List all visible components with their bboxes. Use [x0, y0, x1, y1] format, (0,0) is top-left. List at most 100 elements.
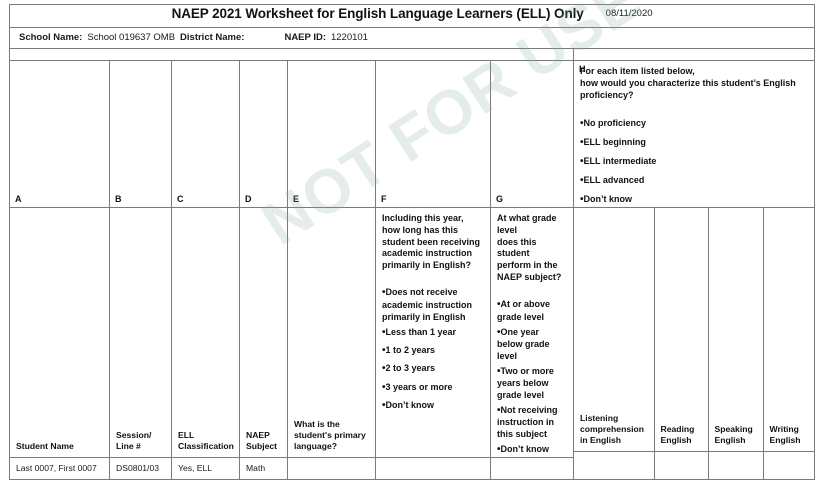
bullet-icon: •: [382, 287, 386, 299]
f-option[interactable]: •Does not receive academic instruction p…: [382, 287, 473, 322]
subcolumn-reading-value-cell[interactable]: [653, 450, 709, 479]
g-option[interactable]: •Not receiving instruction in this subje…: [497, 405, 558, 440]
spacer-cell-h: [572, 48, 816, 61]
naep-subject-value: Math: [246, 462, 266, 473]
cell-ell-classification[interactable]: Yes, ELL: [171, 456, 240, 480]
school-info-row: School Name: School 019637 OMB District Na…: [8, 27, 816, 49]
h-option[interactable]: •ELL beginning: [580, 136, 646, 148]
school-info-line: School Name: School 019637 OMB District Na…: [10, 28, 814, 43]
column-g-question-cell: At what grade level does this student pe…: [490, 206, 574, 458]
bullet-icon: •: [497, 405, 501, 417]
f-option[interactable]: •3 years or more: [382, 381, 453, 393]
worksheet-sheet: NAEP 2021 Worksheet for English Language…: [8, 4, 816, 480]
question-row: Student Name Session/ Line # ELL Classif…: [9, 206, 816, 480]
column-letter-f: F: [381, 193, 387, 204]
column-b-heading: Session/ Line #: [116, 430, 152, 452]
district-name-label: District Name:: [180, 32, 245, 43]
column-c-heading: ELL Classification: [178, 430, 234, 452]
subcolumn-reading-value: [655, 452, 708, 457]
h-subcolumn-group-cell: Listening comprehension in English Readi…: [572, 206, 816, 480]
column-letter-c: C: [177, 193, 184, 204]
subcolumn-listening-heading-cell: Listening comprehension in English: [574, 207, 655, 452]
subcolumn-writing-heading-cell: Writing English: [762, 207, 815, 452]
g-option[interactable]: •Don’t know: [497, 444, 550, 456]
column-letter-h: H: [579, 64, 586, 74]
column-letter-b: B: [115, 193, 122, 204]
subcolumn-listening-value-cell[interactable]: [574, 450, 655, 479]
cell-grade-level[interactable]: [490, 456, 574, 480]
f-option[interactable]: •1 to 2 years: [382, 344, 436, 356]
subcolumn-reading-heading-cell: Reading English: [653, 207, 709, 452]
column-e-heading-cell: What is the student's primary language?: [287, 206, 376, 458]
spacer-cell-left: [9, 48, 574, 61]
h-prompt-line3: proficiency?: [580, 89, 634, 100]
student-name-value: Last 0007, First 0007: [16, 462, 97, 473]
header-date: 08/11/2020: [605, 8, 653, 20]
bullet-icon: •: [497, 365, 501, 377]
column-h-prompt-cell: For each item listed below, how would yo…: [572, 60, 816, 208]
f-option[interactable]: •Less than 1 year: [382, 326, 457, 338]
bullet-icon: •: [382, 399, 386, 411]
column-letter-e: E: [293, 193, 300, 204]
column-d-heading-cell: NAEP Subject: [239, 206, 288, 458]
cell-instruction-duration[interactable]: [375, 456, 491, 480]
h-subcolumn-table: Listening comprehension in English Readi…: [574, 207, 816, 479]
cell-session-line[interactable]: DS0801/03: [109, 456, 172, 480]
h-option[interactable]: •ELL intermediate: [580, 156, 657, 167]
school-name-value: School 019637 OMB: [87, 32, 176, 43]
spacer-row: [9, 48, 816, 61]
cell-primary-language[interactable]: [287, 456, 376, 480]
h-subcolumn-heading-row: Listening comprehension in English Readi…: [574, 207, 815, 452]
bullet-icon: •: [382, 381, 386, 393]
subcolumn-speaking-value-cell[interactable]: [707, 450, 764, 479]
h-prompt-block: For each item listed below, how would yo…: [574, 61, 814, 207]
column-d-letter-cell: D: [239, 60, 288, 208]
g-option[interactable]: •One year below grade level: [497, 326, 550, 361]
naep-id-value: 1220101: [330, 32, 368, 43]
cell-naep-subject[interactable]: Math: [239, 456, 288, 480]
school-info-cell: School Name: School 019637 OMB District Na…: [8, 27, 816, 49]
subcolumn-speaking-heading-cell: Speaking English: [707, 207, 764, 452]
column-a-heading-cell: Student Name: [9, 206, 110, 458]
column-g-letter-cell: G: [490, 60, 574, 208]
column-e-letter-cell: E: [287, 60, 376, 208]
title-row: NAEP 2021 Worksheet for English Language…: [8, 4, 816, 28]
column-a-heading: Student Name: [16, 441, 74, 452]
subcolumn-writing-value: [764, 452, 816, 457]
h-option[interactable]: •ELL advanced: [580, 175, 645, 187]
column-e-heading: What is the student's primary language?: [294, 419, 366, 452]
f-option[interactable]: •2 to 3 years: [382, 363, 436, 375]
g-option[interactable]: •Two or more years below grade level: [497, 365, 554, 401]
subcolumn-listening-value: [574, 452, 654, 457]
column-letter-a: A: [15, 193, 22, 204]
h-option[interactable]: •No proficiency: [580, 117, 647, 129]
f-option[interactable]: •Don’t know: [382, 399, 435, 411]
bullet-icon: •: [382, 363, 386, 375]
g-option[interactable]: •At or above grade level: [497, 299, 551, 322]
title-cell: NAEP 2021 Worksheet for English Language…: [8, 4, 816, 28]
column-f-question-cell: Including this year, how long has this s…: [375, 206, 491, 458]
worksheet-table: NAEP 2021 Worksheet for English Language…: [8, 4, 816, 480]
bullet-icon: •: [580, 175, 584, 187]
cell-student-name[interactable]: Last 0007, First 0007: [9, 456, 110, 480]
bullet-icon: •: [580, 117, 584, 129]
ell-classification-value: Yes, ELL: [178, 462, 213, 473]
column-letter-row: A B C D E F G For each item listed: [9, 60, 816, 208]
column-f-question: Including this year, how long has this s…: [376, 208, 490, 413]
session-line-value: DS0801/03: [116, 462, 160, 473]
h-prompt-line1: For each item listed below,: [580, 66, 695, 76]
bullet-icon: •: [382, 344, 386, 356]
bullet-icon: •: [580, 194, 584, 206]
h-option[interactable]: •Don’t know: [580, 194, 633, 206]
h-prompt-line2: how would you characterize this student’…: [580, 77, 796, 88]
bullet-icon: •: [580, 136, 584, 148]
school-name-label: School Name:: [19, 32, 83, 43]
column-d-heading: NAEP Subject: [246, 430, 278, 452]
column-f-letter-cell: F: [375, 60, 491, 208]
column-g-question: At what grade level does this student pe…: [491, 208, 573, 457]
bullet-icon: •: [497, 326, 501, 338]
subcolumn-listening-heading: Listening comprehension in English: [580, 413, 644, 446]
naep-id-label: NAEP ID:: [284, 32, 326, 43]
bullet-icon: •: [497, 299, 501, 311]
subcolumn-writing-value-cell[interactable]: [762, 450, 816, 479]
